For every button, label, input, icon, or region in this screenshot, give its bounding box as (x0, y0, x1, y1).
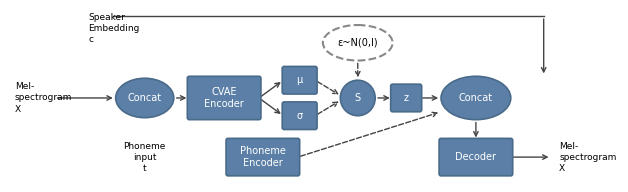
FancyBboxPatch shape (391, 84, 421, 112)
FancyBboxPatch shape (187, 76, 261, 120)
Text: μ: μ (296, 75, 303, 85)
Text: S: S (355, 93, 361, 103)
Text: z: z (404, 93, 409, 103)
Text: CVAE
Encoder: CVAE Encoder (204, 87, 244, 109)
Text: Mel-
spectrogram
X: Mel- spectrogram X (15, 82, 72, 114)
Text: Mel-
spectrogram
X: Mel- spectrogram X (559, 142, 617, 173)
FancyBboxPatch shape (226, 138, 300, 176)
Text: Concat: Concat (459, 93, 493, 103)
Text: Phoneme
input
t: Phoneme input t (124, 142, 166, 173)
FancyBboxPatch shape (282, 66, 317, 94)
Text: Decoder: Decoder (455, 152, 496, 162)
Ellipse shape (323, 25, 392, 60)
Text: Concat: Concat (127, 93, 162, 103)
Text: Phoneme
Encoder: Phoneme Encoder (240, 146, 286, 168)
FancyBboxPatch shape (282, 102, 317, 130)
Ellipse shape (116, 78, 174, 118)
FancyBboxPatch shape (439, 138, 512, 176)
Ellipse shape (340, 80, 375, 116)
Text: σ: σ (296, 111, 303, 121)
Ellipse shape (441, 76, 511, 120)
Text: ε~N(0,I): ε~N(0,I) (337, 38, 378, 48)
Text: Speaker
Embedding
c: Speaker Embedding c (89, 13, 140, 44)
